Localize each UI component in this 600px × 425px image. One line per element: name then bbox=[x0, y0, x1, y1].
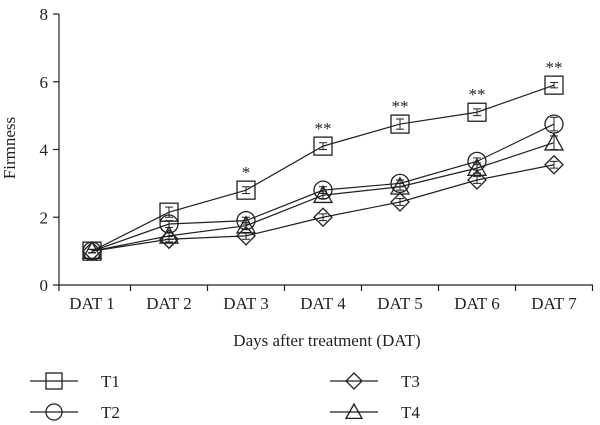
data-point-t3 bbox=[467, 170, 487, 190]
x-tick-label: DAT 1 bbox=[69, 294, 115, 313]
legend-label: T2 bbox=[101, 403, 120, 422]
data-point-t3 bbox=[82, 241, 102, 262]
data-point-t4 bbox=[466, 157, 488, 176]
data-point-t1 bbox=[390, 114, 410, 134]
data-point-t1 bbox=[236, 180, 256, 200]
data-point-t3 bbox=[313, 207, 333, 228]
x-tick-label: DAT 2 bbox=[146, 294, 192, 313]
y-tick-label: 2 bbox=[40, 208, 49, 227]
significance-label: ** bbox=[546, 58, 563, 77]
y-tick-label: 4 bbox=[40, 141, 49, 160]
y-tick-label: 6 bbox=[40, 73, 49, 92]
legend-label: T4 bbox=[401, 403, 420, 422]
data-point-t1 bbox=[467, 102, 487, 122]
legend-marker-t1 bbox=[45, 372, 63, 390]
data-point-t4 bbox=[389, 176, 411, 195]
legend-marker-t3 bbox=[345, 372, 363, 390]
x-tick-label: DAT 4 bbox=[300, 294, 346, 313]
data-point-t4 bbox=[312, 184, 334, 204]
data-point-t4 bbox=[235, 215, 257, 234]
significance-label: * bbox=[242, 163, 251, 182]
x-tick-label: DAT 3 bbox=[223, 294, 269, 313]
y-tick-label: 8 bbox=[40, 5, 49, 24]
y-tick-label: 0 bbox=[40, 276, 49, 295]
data-point-t1 bbox=[544, 75, 564, 95]
data-point-t1 bbox=[313, 136, 333, 156]
series-t4 bbox=[81, 132, 565, 259]
legend-marker-t4 bbox=[344, 402, 364, 420]
legend-item-t2: T2 bbox=[30, 403, 120, 422]
y-axis-title-group: Firmness bbox=[0, 117, 19, 179]
data-point-t2 bbox=[236, 210, 256, 231]
legend: T1 T2 T3 T4 bbox=[30, 372, 420, 422]
series-t3 bbox=[82, 154, 564, 262]
data-point-t2 bbox=[313, 180, 333, 200]
legend-label: T3 bbox=[401, 372, 420, 391]
significance-label: ** bbox=[469, 85, 486, 104]
data-point-t4 bbox=[543, 132, 565, 151]
data-point-t4 bbox=[158, 225, 180, 244]
data-point-t3 bbox=[544, 154, 564, 175]
legend-marker-t2 bbox=[45, 403, 63, 421]
significance-label: ** bbox=[392, 97, 409, 116]
x-tick-label: DAT 5 bbox=[377, 294, 423, 313]
series-t1 bbox=[82, 75, 564, 261]
legend-item-t4: T4 bbox=[330, 402, 420, 422]
legend-label: T1 bbox=[101, 372, 120, 391]
x-tick-label: DAT 6 bbox=[454, 294, 500, 313]
data-point-t4 bbox=[81, 240, 103, 259]
axes: 0 2 4 6 8 DAT 1 DAT 2 DAT 3 DAT 4 DAT 5 DAT 6 DAT 7 bbox=[40, 5, 594, 313]
x-axis-title: Days after treatment (DAT) bbox=[233, 331, 420, 350]
significance-label: ** bbox=[315, 119, 332, 138]
plot-area: ********* bbox=[81, 58, 565, 262]
data-point-t3 bbox=[159, 229, 179, 250]
data-point-t3 bbox=[390, 192, 410, 212]
legend-item-t1: T1 bbox=[30, 372, 120, 391]
legend-item-t3: T3 bbox=[330, 372, 420, 391]
x-tick-label: DAT 7 bbox=[531, 294, 577, 313]
y-axis-title: Firmness bbox=[0, 117, 19, 179]
